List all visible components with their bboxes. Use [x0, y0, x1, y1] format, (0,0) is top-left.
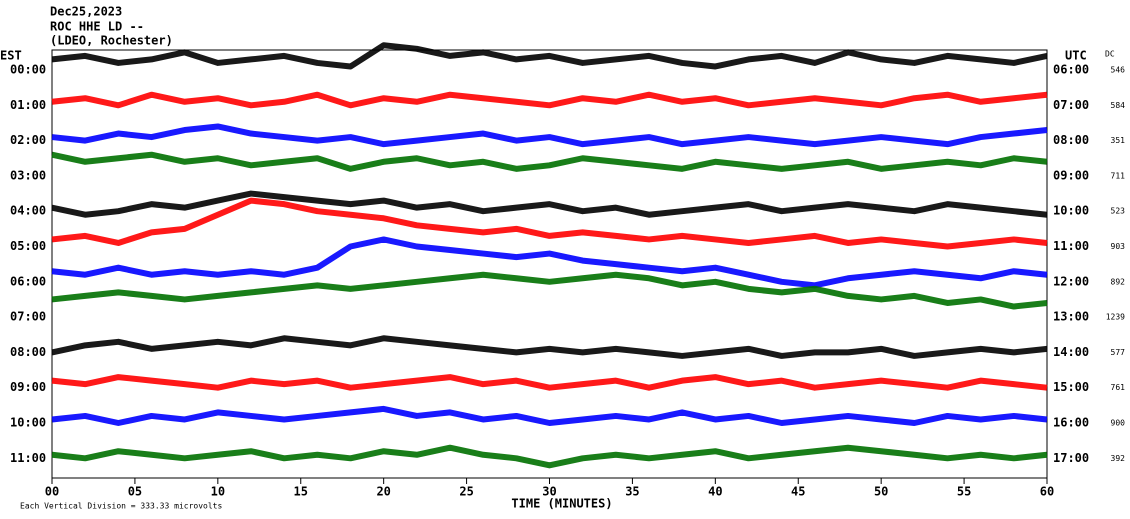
title-line: (LDEO, Rochester)	[50, 34, 173, 48]
est-label: 06:00	[10, 274, 46, 288]
est-label: 08:00	[10, 345, 46, 359]
est-label: 03:00	[10, 168, 46, 182]
x-tick-label: 50	[874, 485, 888, 499]
right-header: UTC	[1065, 49, 1087, 63]
utc-label: 11:00	[1053, 239, 1089, 253]
x-tick-label: 20	[376, 485, 390, 499]
trace	[51, 123, 1048, 148]
est-label: 05:00	[10, 239, 46, 253]
dc-value: 351	[1111, 136, 1126, 145]
utc-label: 15:00	[1053, 380, 1089, 394]
utc-label: 10:00	[1053, 204, 1089, 218]
est-label: 07:00	[10, 310, 46, 324]
utc-label: 17:00	[1053, 451, 1089, 465]
x-tick-label: 15	[294, 485, 308, 499]
utc-label: 13:00	[1053, 310, 1089, 324]
trace	[51, 405, 1048, 426]
trace	[51, 271, 1048, 310]
x-tick-label: 60	[1040, 485, 1054, 499]
est-label: 10:00	[10, 416, 46, 430]
x-tick-label: 30	[542, 485, 556, 499]
dc-value: 1239	[1106, 313, 1125, 322]
trace	[51, 91, 1048, 109]
x-tick-label: 35	[625, 485, 639, 499]
utc-label: 07:00	[1053, 98, 1089, 112]
x-tick-label: 00	[45, 485, 59, 499]
footnote: Each Vertical Division = 333.33 microvol…	[20, 502, 222, 511]
x-axis-label: TIME (MINUTES)	[511, 497, 612, 511]
dc-header: DC	[1105, 50, 1115, 59]
x-tick-label: 10	[211, 485, 225, 499]
x-tick-label: 05	[128, 485, 142, 499]
trace	[51, 42, 1048, 70]
est-label: 04:00	[10, 204, 46, 218]
dc-value: 903	[1111, 242, 1126, 251]
trace	[51, 151, 1048, 172]
utc-label: 09:00	[1053, 168, 1089, 182]
x-tick-label: 55	[957, 485, 971, 499]
trace	[51, 236, 1048, 289]
x-tick-label: 25	[459, 485, 473, 499]
trace	[51, 444, 1048, 469]
utc-label: 16:00	[1053, 416, 1089, 430]
dc-value: 900	[1111, 419, 1126, 428]
trace	[51, 190, 1048, 218]
utc-label: 08:00	[1053, 133, 1089, 147]
est-label: 09:00	[10, 380, 46, 394]
dc-value: 523	[1111, 207, 1126, 216]
est-label: 01:00	[10, 98, 46, 112]
dc-value: 711	[1111, 171, 1126, 180]
trace	[51, 374, 1048, 391]
trace	[51, 335, 1048, 359]
title-line: Dec25,2023	[50, 5, 122, 19]
est-label: 00:00	[10, 63, 46, 77]
dc-value: 892	[1111, 277, 1126, 286]
dc-value: 761	[1111, 383, 1126, 392]
x-tick-label: 40	[708, 485, 722, 499]
title-line: ROC HHE LD --	[50, 20, 144, 34]
est-label: 02:00	[10, 133, 46, 147]
dc-value: 392	[1111, 454, 1126, 463]
dc-value: 577	[1111, 348, 1126, 357]
x-tick-label: 45	[791, 485, 805, 499]
dc-value: 584	[1111, 101, 1126, 110]
trace	[51, 197, 1048, 250]
utc-label: 14:00	[1053, 345, 1089, 359]
left-header: EST	[0, 49, 22, 63]
dc-value: 546	[1111, 66, 1126, 75]
utc-label: 06:00	[1053, 63, 1089, 77]
est-label: 11:00	[10, 451, 46, 465]
utc-label: 12:00	[1053, 274, 1089, 288]
